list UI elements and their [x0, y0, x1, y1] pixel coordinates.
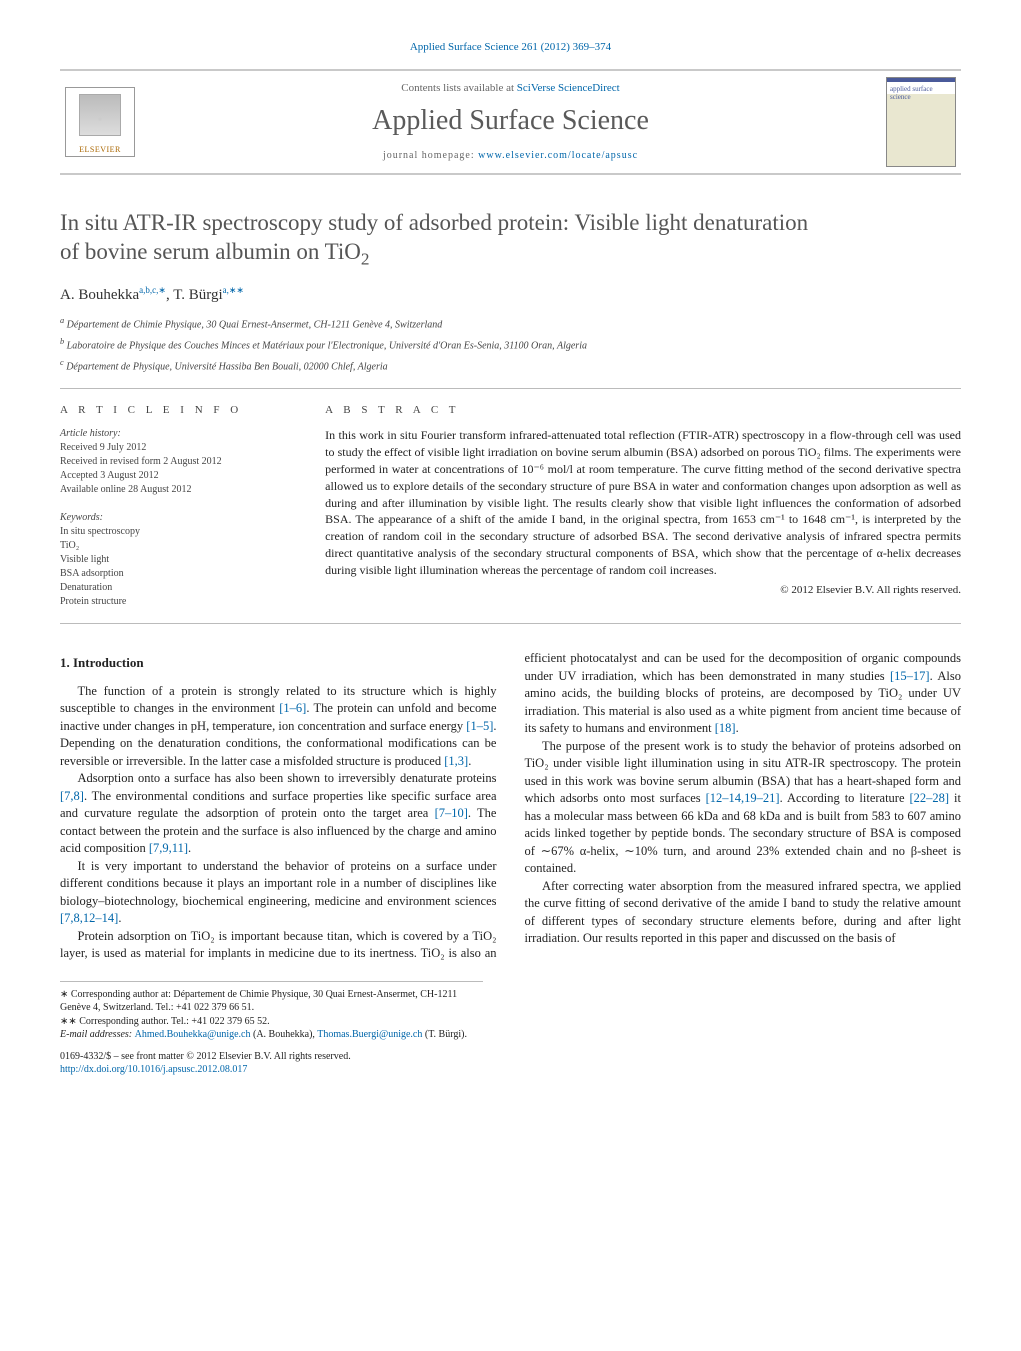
keyword-3: Visible light — [60, 553, 295, 567]
body-columns: 1. Introduction The function of a protei… — [60, 650, 961, 962]
doi-link[interactable]: http://dx.doi.org/10.1016/j.apsusc.2012.… — [60, 1064, 247, 1075]
front-matter-line: 0169-4332/$ – see front matter © 2012 El… — [60, 1050, 483, 1064]
ref-7-8-12-14[interactable]: [7,8,12–14] — [60, 911, 118, 925]
ref-15-17[interactable]: [15–17] — [890, 669, 930, 683]
author-1-aff-link[interactable]: a,b,c, — [139, 285, 158, 295]
contents-prefix: Contents lists available at — [401, 82, 516, 94]
email-2-who: (T. Bürgi). — [422, 1029, 467, 1040]
ref-7-8[interactable]: [7,8] — [60, 789, 84, 803]
para-2: Adsorption onto a surface has also been … — [60, 770, 497, 858]
article-title: In situ ATR-IR spectroscopy study of ads… — [60, 209, 961, 270]
affiliation-a-text: Département de Chimie Physique, 30 Quai … — [67, 319, 443, 330]
affiliation-a: a Département de Chimie Physique, 30 Qua… — [60, 315, 961, 332]
keyword-1: In situ spectroscopy — [60, 525, 295, 539]
author-2: T. Bürgi — [173, 287, 222, 303]
keyword-4: BSA adsorption — [60, 567, 295, 581]
para-1-d: . — [468, 754, 471, 768]
publisher-logo: ELSEVIER — [60, 82, 140, 162]
author-1: A. Bouhekka — [60, 287, 139, 303]
para-1: The function of a protein is strongly re… — [60, 683, 497, 771]
para-2-d: . — [188, 841, 191, 855]
rule-bottom — [60, 623, 961, 624]
footnote-1-star: ∗ — [60, 989, 71, 1000]
history-accepted: Accepted 3 August 2012 — [60, 469, 295, 483]
author-1-affiliations: a,b,c,∗ — [139, 285, 166, 295]
affiliation-b-text: Laboratoire de Physique des Couches Minc… — [67, 340, 587, 351]
journal-name: Applied Surface Science — [140, 102, 881, 140]
email-label: E-mail addresses: — [60, 1029, 135, 1040]
footnote-1: ∗ Corresponding author at: Département d… — [60, 988, 483, 1015]
footnote-2-star: ∗∗ — [60, 1016, 79, 1027]
footnote-emails: E-mail addresses: Ahmed.Bouhekka@unige.c… — [60, 1028, 483, 1042]
abstract-column: a b s t r a c t In this work in situ Fou… — [325, 403, 961, 610]
ref-1-3[interactable]: [1,3] — [444, 754, 468, 768]
para-4-c: . — [736, 721, 739, 735]
info-abstract-row: a r t i c l e i n f o Article history: R… — [60, 403, 961, 610]
para-3-b: . — [118, 911, 121, 925]
para-6: After correcting water absorption from t… — [525, 878, 962, 948]
journal-cover-thumb: applied surface science — [881, 82, 961, 162]
history-label: Article history: — [60, 427, 295, 441]
ref-12-14-19-21[interactable]: [12–14,19–21] — [706, 791, 780, 805]
article-history: Article history: Received 9 July 2012 Re… — [60, 427, 295, 497]
history-received: Received 9 July 2012 — [60, 441, 295, 455]
journal-homepage-line: journal homepage: www.elsevier.com/locat… — [140, 149, 881, 163]
masthead: ELSEVIER Contents lists available at Sci… — [60, 69, 961, 175]
journal-cover-icon: applied surface science — [886, 77, 956, 167]
footnote-2: ∗∗ Corresponding author. Tel.: +41 022 3… — [60, 1015, 483, 1029]
ref-7-10[interactable]: [7–10] — [435, 806, 468, 820]
rule-top — [60, 388, 961, 389]
para-3: It is very important to understand the b… — [60, 858, 497, 928]
cover-label: applied surface science — [887, 82, 955, 105]
publisher-logo-label: ELSEVIER — [79, 145, 121, 156]
title-line1: In situ ATR-IR spectroscopy study of ads… — [60, 210, 808, 235]
masthead-center: Contents lists available at SciVerse Sci… — [140, 81, 881, 163]
author-list: A. Bouhekkaa,b,c,∗, T. Bürgia,∗∗ — [60, 284, 961, 305]
keywords-block: Keywords: In situ spectroscopy TiO₂ Visi… — [60, 511, 295, 609]
para-5-b: . According to literature — [780, 791, 910, 805]
ref-1-6[interactable]: [1–6] — [279, 701, 306, 715]
footnote-2-text: Corresponding author. Tel.: +41 022 379 … — [79, 1016, 269, 1027]
title-line2: of bovine serum albumin on TiO — [60, 239, 361, 264]
keyword-2: TiO₂ — [60, 539, 295, 553]
keyword-6: Protein structure — [60, 595, 295, 609]
contents-available-line: Contents lists available at SciVerse Sci… — [140, 81, 881, 96]
para-5: The purpose of the present work is to st… — [525, 738, 962, 878]
author-2-corr-link[interactable]: ∗∗ — [229, 285, 244, 295]
affiliation-b: b Laboratoire de Physique des Couches Mi… — [60, 336, 961, 353]
article-info-heading: a r t i c l e i n f o — [60, 403, 295, 418]
journal-homepage-link[interactable]: www.elsevier.com/locate/apsusc — [478, 150, 638, 161]
section-1-heading: 1. Introduction — [60, 654, 497, 672]
abstract-copyright: © 2012 Elsevier B.V. All rights reserved… — [325, 583, 961, 598]
affiliation-c-text: Département de Physique, Université Hass… — [66, 361, 387, 372]
ref-22-28[interactable]: [22–28] — [910, 791, 950, 805]
corresponding-author-footnotes: ∗ Corresponding author at: Département d… — [60, 981, 483, 1077]
ref-7-9-11[interactable]: [7,9,11] — [149, 841, 188, 855]
abstract-text: In this work in situ Fourier transform i… — [325, 427, 961, 578]
para-3-a: It is very important to understand the b… — [60, 859, 497, 908]
title-subscript: 2 — [361, 249, 370, 268]
history-revised: Received in revised form 2 August 2012 — [60, 455, 295, 469]
sciencedirect-link[interactable]: SciVerse ScienceDirect — [517, 82, 620, 94]
doi-block: 0169-4332/$ – see front matter © 2012 El… — [60, 1050, 483, 1077]
ref-1-5[interactable]: [1–5] — [466, 719, 493, 733]
email-1-who: (A. Bouhekka), — [250, 1029, 317, 1040]
abstract-heading: a b s t r a c t — [325, 403, 961, 418]
author-2-affiliations: a,∗∗ — [223, 285, 244, 295]
elsevier-tree-icon: ELSEVIER — [65, 87, 135, 157]
para-2-a: Adsorption onto a surface has also been … — [78, 771, 497, 785]
keyword-5: Denaturation — [60, 581, 295, 595]
author-1-corr-link[interactable]: ∗ — [158, 285, 166, 295]
keywords-label: Keywords: — [60, 511, 295, 525]
history-online: Available online 28 August 2012 — [60, 483, 295, 497]
journal-reference: Applied Surface Science 261 (2012) 369–3… — [60, 40, 961, 55]
affiliation-c: c Département de Physique, Université Ha… — [60, 357, 961, 374]
email-1-link[interactable]: Ahmed.Bouhekka@unige.ch — [135, 1029, 251, 1040]
homepage-prefix: journal homepage: — [383, 150, 478, 161]
footnote-1-text: Corresponding author at: Département de … — [60, 989, 457, 1014]
article-info-column: a r t i c l e i n f o Article history: R… — [60, 403, 295, 610]
para-2-b: . The environmental conditions and surfa… — [60, 789, 497, 821]
email-2-link[interactable]: Thomas.Buergi@unige.ch — [317, 1029, 422, 1040]
ref-18[interactable]: [18] — [715, 721, 736, 735]
